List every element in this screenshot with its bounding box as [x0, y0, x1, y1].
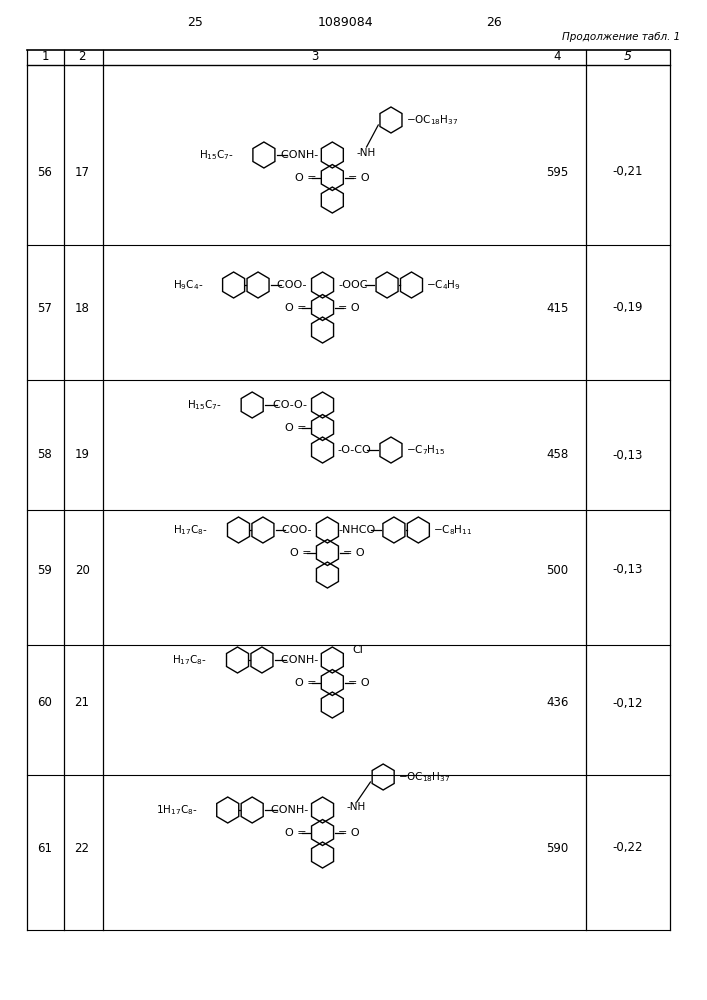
- Text: 2: 2: [78, 50, 86, 64]
- Text: = O: = O: [343, 548, 365, 558]
- Text: 58: 58: [37, 448, 52, 462]
- Text: O =: O =: [286, 303, 307, 313]
- Text: -NH: -NH: [347, 802, 366, 812]
- Text: -0,21: -0,21: [612, 165, 643, 178]
- Text: 458: 458: [546, 448, 568, 462]
- Text: $\mathsf{H_{15}C_7}$-: $\mathsf{H_{15}C_7}$-: [199, 148, 233, 162]
- Text: O =: O =: [295, 678, 317, 688]
- Text: 17: 17: [75, 165, 90, 178]
- Text: 3: 3: [311, 50, 318, 64]
- Text: $\mathsf{H_{15}C_7}$-: $\mathsf{H_{15}C_7}$-: [187, 398, 222, 412]
- Text: 21: 21: [75, 696, 90, 710]
- Text: -CO-O-: -CO-O-: [269, 400, 308, 410]
- Text: 61: 61: [37, 842, 52, 854]
- Text: 56: 56: [37, 165, 52, 178]
- Text: O =: O =: [291, 548, 312, 558]
- Text: 500: 500: [546, 564, 568, 576]
- Text: 22: 22: [75, 842, 90, 854]
- Text: -0,13: -0,13: [612, 564, 643, 576]
- Text: = O: = O: [348, 173, 370, 183]
- Text: 415: 415: [546, 302, 568, 314]
- Text: 20: 20: [75, 564, 90, 576]
- Text: 18: 18: [75, 302, 90, 314]
- Text: $\mathsf{H_{17}C_8}$-: $\mathsf{H_{17}C_8}$-: [173, 653, 207, 667]
- Text: -CONH-: -CONH-: [277, 655, 319, 665]
- Text: $\mathsf{1H_{17}C_8}$-: $\mathsf{1H_{17}C_8}$-: [156, 803, 197, 817]
- Text: 1089084: 1089084: [317, 15, 373, 28]
- Text: 60: 60: [37, 696, 52, 710]
- Text: 436: 436: [546, 696, 568, 710]
- Text: O =: O =: [295, 173, 317, 183]
- Text: $\mathsf{H_{17}C_8}$-: $\mathsf{H_{17}C_8}$-: [173, 523, 208, 537]
- Text: -0,12: -0,12: [612, 696, 643, 710]
- Text: -COO-: -COO-: [279, 525, 312, 535]
- Text: -NH: -NH: [357, 148, 376, 158]
- Text: Продолжение табл. 1: Продолжение табл. 1: [562, 32, 680, 42]
- Text: -O-CO-: -O-CO-: [338, 445, 375, 455]
- Text: O =: O =: [286, 828, 307, 838]
- Text: 57: 57: [37, 302, 52, 314]
- Text: 5: 5: [624, 50, 631, 64]
- Text: 4: 4: [554, 50, 561, 64]
- Text: = O: = O: [338, 828, 360, 838]
- Text: 25: 25: [187, 15, 204, 28]
- Text: -COO-: -COO-: [274, 280, 307, 290]
- Text: $-\mathsf{C_4H_9}$: $-\mathsf{C_4H_9}$: [426, 278, 461, 292]
- Text: $-\mathsf{C_8H_{11}}$: $-\mathsf{C_8H_{11}}$: [433, 523, 472, 537]
- Text: $-\mathsf{OC_{18}H_{37}}$: $-\mathsf{OC_{18}H_{37}}$: [398, 770, 450, 784]
- Text: 59: 59: [37, 564, 52, 576]
- Text: 1: 1: [41, 50, 49, 64]
- Text: 26: 26: [486, 15, 501, 28]
- Text: -NHCO-: -NHCO-: [339, 525, 380, 535]
- Text: -CONH-: -CONH-: [268, 805, 309, 815]
- Text: 19: 19: [75, 448, 90, 462]
- Text: 595: 595: [546, 165, 568, 178]
- Text: $-\mathsf{C_7H_{15}}$: $-\mathsf{C_7H_{15}}$: [406, 443, 445, 457]
- Text: -0,19: -0,19: [612, 302, 643, 314]
- Text: -OOC-: -OOC-: [338, 280, 372, 290]
- Text: $\mathsf{H_9C_4}$-: $\mathsf{H_9C_4}$-: [173, 278, 204, 292]
- Text: Cl: Cl: [353, 645, 363, 655]
- Text: = O: = O: [348, 678, 370, 688]
- Text: -CONH-: -CONH-: [277, 150, 319, 160]
- Text: $-\mathsf{OC_{18}H_{37}}$: $-\mathsf{OC_{18}H_{37}}$: [406, 113, 458, 127]
- Text: 590: 590: [546, 842, 568, 854]
- Text: -0,13: -0,13: [612, 448, 643, 462]
- Text: -0,22: -0,22: [612, 842, 643, 854]
- Text: O =: O =: [286, 423, 307, 433]
- Text: = O: = O: [338, 303, 360, 313]
